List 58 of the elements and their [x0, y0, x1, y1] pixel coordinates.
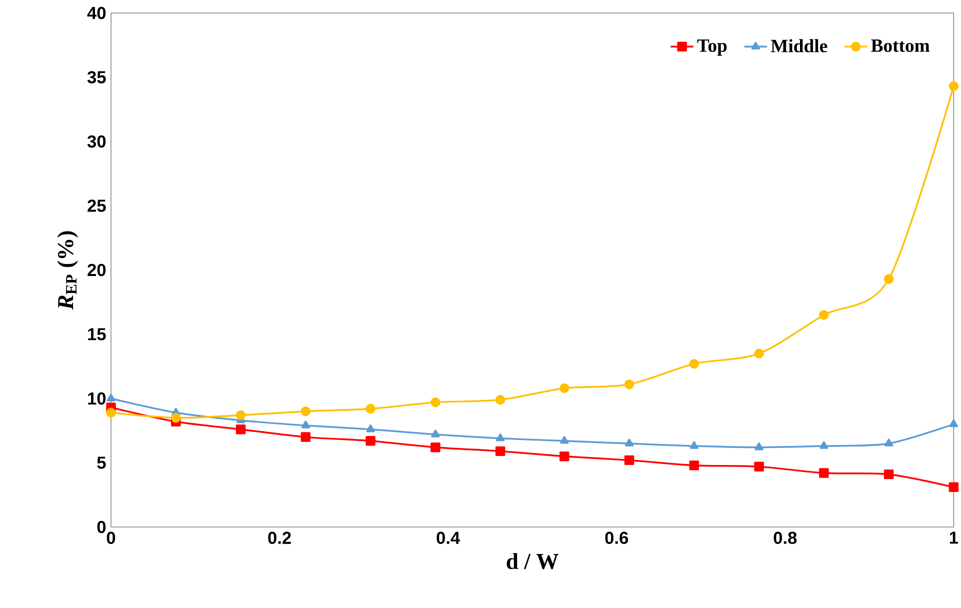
x-tick-label: 0	[106, 532, 116, 544]
point	[430, 397, 440, 408]
legend-label: Bottom	[871, 40, 930, 52]
point	[559, 383, 570, 394]
point	[820, 441, 828, 449]
point	[949, 419, 958, 428]
y-tick-label: 35	[87, 71, 106, 84]
point	[106, 408, 116, 418]
x-tick-label: 1	[950, 532, 958, 544]
point	[301, 420, 310, 428]
x-tick-label: 0.4	[436, 532, 460, 544]
point	[300, 432, 311, 442]
x-tick-label: 0.6	[605, 532, 628, 544]
point	[884, 274, 894, 284]
point	[495, 394, 506, 405]
legend-label: Middle	[770, 39, 828, 52]
point	[819, 310, 829, 320]
x-tick-label: 0.8	[774, 532, 797, 544]
point	[948, 482, 959, 492]
point	[430, 442, 440, 452]
point	[754, 462, 764, 472]
y-axis-title: R$_{EP}$ (%)	[57, 231, 78, 310]
y-tick-label: 5	[97, 456, 106, 469]
point	[366, 404, 376, 414]
point	[689, 358, 699, 369]
point	[431, 430, 440, 438]
y-tick-label: 20	[88, 264, 106, 276]
point	[948, 81, 959, 92]
y-tick-label: 25	[88, 200, 106, 212]
point	[496, 433, 505, 442]
point	[495, 446, 506, 456]
legend-label: Top	[697, 40, 727, 56]
point	[300, 406, 311, 416]
y-tick-label: 15	[88, 328, 106, 340]
point	[884, 438, 894, 446]
point	[366, 436, 376, 446]
point	[560, 436, 569, 444]
y-tick-label: 10	[88, 392, 106, 405]
point	[754, 348, 764, 358]
point	[236, 410, 246, 420]
point	[624, 379, 634, 390]
y-tick-label: 40	[87, 6, 106, 20]
point	[624, 455, 634, 466]
point	[884, 469, 894, 480]
point	[106, 394, 116, 402]
point	[754, 442, 764, 450]
point	[366, 424, 375, 432]
point	[624, 438, 634, 446]
point	[559, 451, 570, 462]
x-tick-label: 0.2	[268, 532, 291, 544]
point	[690, 441, 698, 449]
y-tick-label: 30	[87, 135, 106, 148]
point	[819, 468, 829, 478]
point	[689, 460, 699, 470]
x-axis-title: d / W	[506, 553, 558, 570]
y-tick-label: 0	[97, 520, 106, 534]
point	[236, 424, 246, 434]
point	[171, 412, 181, 423]
